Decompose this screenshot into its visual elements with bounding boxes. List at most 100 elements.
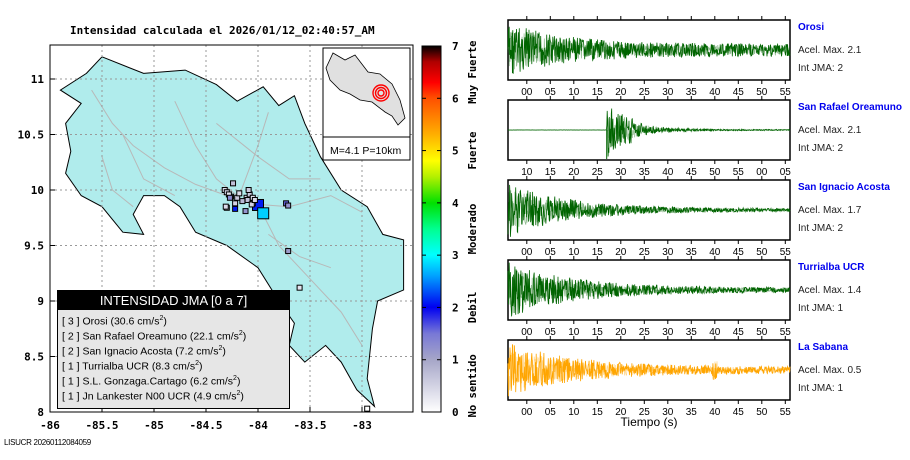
trace-waveform	[507, 26, 791, 74]
trace-waveform-shadow	[507, 350, 791, 391]
legend-station-name: Orosi	[82, 315, 108, 328]
trace-tick-label: 15	[592, 407, 604, 418]
trace-x-axis-label: Tiempo (s)	[621, 415, 678, 429]
trace-tick-label: 25	[639, 87, 651, 98]
trace-tick-label: 05	[545, 327, 557, 338]
colorbar	[421, 45, 442, 413]
trace-tick-label: 40	[709, 247, 721, 258]
map-y-tick-label: 10	[31, 184, 44, 197]
trace-waveform	[507, 344, 791, 397]
legend-value: (4.9 cm/s	[193, 390, 237, 403]
legend-row: [ 1 ] Turrialba UCR (8.3 cm/s2)	[62, 360, 202, 373]
colorbar-category-label: Muy Fuerte	[467, 41, 479, 104]
road-line	[101, 156, 134, 208]
trace-tick-label: 55	[780, 327, 792, 338]
map-x-tick-label: -84	[248, 419, 268, 432]
legend-level: [ 3 ]	[62, 315, 80, 328]
trace-tick-label: 20	[615, 87, 627, 98]
trace-tick-label: 00	[521, 247, 533, 258]
trace-waveform	[507, 184, 791, 237]
trace-tick-label: 55	[780, 247, 792, 258]
map-x-tick-label: -85.5	[85, 419, 118, 432]
colorbar-category-label: No sentido	[467, 354, 479, 417]
trace-tick-label: 25	[639, 247, 651, 258]
trace-station-name: San Ignacio Acosta	[798, 182, 890, 193]
road-line	[216, 123, 321, 180]
trace-tick-label: 50	[756, 327, 768, 338]
legend-level: [ 1 ]	[62, 360, 80, 373]
trace-waveform	[507, 262, 791, 317]
colorbar-tick-label: 4	[452, 197, 459, 210]
station-marker	[236, 190, 243, 197]
map-x-tick-label: -86	[40, 419, 60, 432]
trace-tick-label: 30	[662, 87, 674, 98]
legend-close: )	[198, 360, 203, 373]
legend-close: )	[242, 330, 247, 343]
road-line	[268, 233, 331, 269]
legend-value: (6.2 cm/s	[189, 375, 234, 388]
legend-station-name: S.L. Gonzaga.Cartago	[82, 375, 187, 388]
trace-int-jma: Int JMA: 2	[798, 63, 844, 74]
trace-tick-label: 15	[545, 167, 557, 178]
trace-tick-label: 25	[592, 167, 604, 178]
trace-int-jma: Int JMA: 1	[798, 303, 844, 314]
trace-tick-label: 10	[568, 87, 580, 98]
colorbar-tick-label: 2	[452, 301, 459, 314]
colorbar-category-label: Moderado	[467, 204, 479, 255]
trace-tick-label: 45	[733, 247, 745, 258]
station-marker	[222, 203, 229, 210]
trace-tick-label: 10	[568, 407, 580, 418]
trace-tick-label: 35	[686, 247, 698, 258]
road-line	[257, 204, 363, 346]
legend-sup: 2	[218, 345, 223, 352]
legend-row: [ 2 ] San Ignacio Acosta (7.2 cm/s2)	[62, 345, 226, 358]
station-marker	[257, 207, 270, 220]
trace-tick-label: 35	[639, 167, 651, 178]
trace-accel-max: Acel. Max. 1.4	[798, 285, 862, 296]
colorbar-category-label: Debil	[467, 292, 479, 324]
trace-tick-label: 45	[733, 87, 745, 98]
trace-tick-label: 10	[521, 167, 533, 178]
trace-tick-label: 45	[733, 327, 745, 338]
legend-row: [ 1 ] S.L. Gonzaga.Cartago (6.2 cm/s2)	[62, 375, 240, 388]
trace-tick-label: 00	[521, 327, 533, 338]
trace-tick-label: 05	[545, 247, 557, 258]
trace-tick-label: 10	[568, 327, 580, 338]
trace-tick-label: 20	[615, 407, 627, 418]
trace-tick-label: 20	[615, 327, 627, 338]
legend-value: (22.1 cm/s	[189, 330, 239, 343]
inset-landmass	[325, 52, 406, 126]
epicenter-icon	[374, 86, 388, 100]
trace-tick-label: 30	[662, 327, 674, 338]
trace-tick-label: 40	[709, 327, 721, 338]
intensity-legend: INTENSIDAD JMA [0 a 7] [ 3 ] Orosi (30.6…	[57, 290, 290, 409]
trace-tick-label: 05	[545, 87, 557, 98]
trace-tick-label: 50	[756, 87, 768, 98]
trace-tick-label: 45	[733, 407, 745, 418]
station-marker	[285, 202, 292, 209]
map-x-tick-label: -83	[352, 419, 372, 432]
station-marker	[296, 284, 303, 291]
footer-id: LISUCR 20260112084059	[4, 438, 91, 447]
trace-int-jma: Int JMA: 1	[798, 383, 844, 394]
trace-tick-label: 05	[780, 167, 792, 178]
trace-station-name: San Rafael Oreamuno	[798, 102, 902, 113]
trace-panel-3: 00 05 10 15 20 25 30 35 40 45 50 55	[507, 256, 792, 338]
trace-tick-label: 10	[568, 247, 580, 258]
station-marker	[285, 248, 292, 255]
station-marker	[242, 208, 249, 215]
trace-station-name: La Sabana	[798, 342, 849, 353]
map-y-tick-label: 8	[37, 406, 44, 419]
trace-tick-label: 05	[545, 407, 557, 418]
map-x-tick-label: -84.5	[189, 419, 222, 432]
colorbar-tick-label: 6	[452, 92, 459, 105]
colorbar-tick-label: 5	[452, 145, 459, 158]
legend-close: )	[222, 345, 226, 358]
trace-tick-label: 50	[756, 407, 768, 418]
legend-station-name: Jn Lankester N00 UCR	[82, 390, 191, 403]
legend-close: )	[163, 315, 167, 328]
colorbar-tick-label: 3	[452, 249, 459, 262]
legend-station-name: Turrialba UCR	[82, 360, 149, 373]
legend-value: (7.2 cm/s	[175, 345, 219, 358]
